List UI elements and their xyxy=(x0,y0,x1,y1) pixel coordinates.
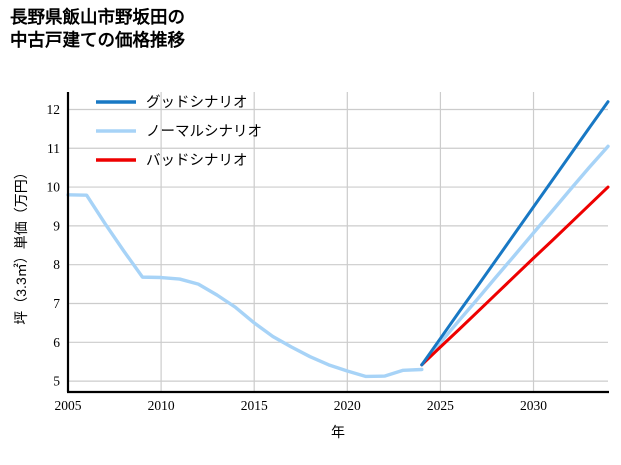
y-tick-label: 6 xyxy=(53,335,60,350)
x-tick-label: 2020 xyxy=(334,398,361,413)
y-tick-label: 8 xyxy=(53,257,60,272)
normal-scenario-line xyxy=(420,144,610,367)
y-tick-label: 10 xyxy=(47,180,61,195)
legend-label: ノーマルシナリオ xyxy=(146,124,262,140)
x-axis-label: 年 xyxy=(331,424,345,440)
y-tick-label: 11 xyxy=(47,141,60,156)
good-scenario-line xyxy=(420,100,610,367)
series-lines xyxy=(66,100,610,379)
y-tick-label: 9 xyxy=(53,218,60,233)
y-axis-label: 坪（3.3㎡）単価（万円） xyxy=(13,165,29,324)
x-tick-label: 2025 xyxy=(427,398,454,413)
history-line xyxy=(66,193,424,379)
y-axis-ticks: 5 6 7 8 9 10 11 12 xyxy=(47,102,61,389)
gridlines xyxy=(68,92,608,392)
legend-label: バッドシナリオ xyxy=(146,153,248,169)
bad-scenario-line xyxy=(420,185,610,367)
y-tick-label: 12 xyxy=(47,102,61,117)
x-tick-label: 2015 xyxy=(241,398,268,413)
legend-label: グッドシナリオ xyxy=(146,94,248,111)
x-tick-label: 2030 xyxy=(520,398,547,413)
axis-lines xyxy=(66,92,609,394)
chart-title: 長野県飯山市野坂田の 中古戸建ての価格推移 xyxy=(10,7,185,51)
x-axis-ticks: 2005 2010 2015 2020 2025 2030 xyxy=(55,398,548,413)
x-tick-label: 2005 xyxy=(55,398,82,413)
y-tick-label: 5 xyxy=(53,374,60,389)
x-tick-label: 2010 xyxy=(148,398,175,413)
y-tick-label: 7 xyxy=(53,296,60,311)
